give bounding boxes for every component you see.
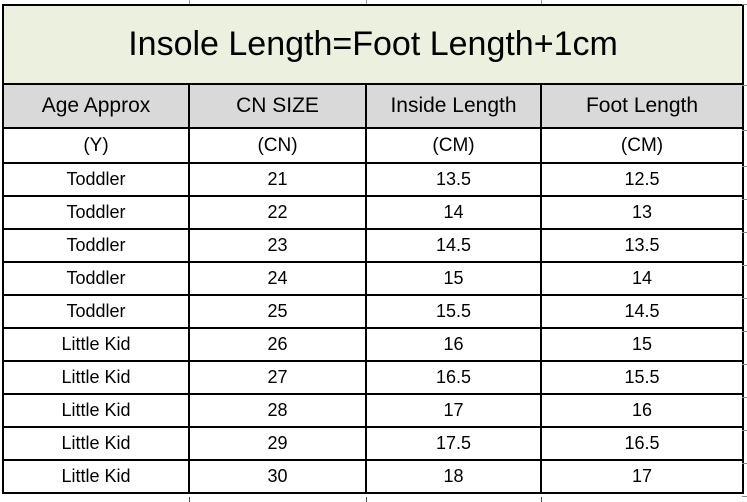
table-header-row: Age Approx CN SIZE Inside Length Foot Le…: [2, 83, 745, 129]
gridline-stub: [742, 331, 747, 332]
cell-age-approx: Little Kid: [2, 459, 190, 494]
cell-foot-length: 15.5: [539, 360, 745, 395]
cell-inside-length: 15.5: [365, 294, 542, 329]
cell-cn-size: 23: [188, 228, 367, 263]
cell-age-approx: Little Kid: [2, 393, 190, 428]
column-header-age-approx: Age Approx: [2, 83, 190, 129]
cell-foot-length: 13.5: [539, 228, 745, 263]
cell-foot-length: 15: [539, 327, 745, 362]
column-header-foot-length: Foot Length: [539, 83, 745, 129]
cell-inside-length: 18: [365, 459, 542, 494]
units-cell-foot: (CM): [539, 127, 745, 164]
gridline-stub: [366, 497, 367, 502]
table-row: Little Kid 27 16.5 15.5: [2, 360, 745, 395]
cell-cn-size: 29: [188, 426, 367, 461]
cell-inside-length: 14: [365, 195, 542, 230]
gridline-stub: [189, 0, 190, 4]
table-units-row: (Y) (CN) (CM) (CM): [2, 127, 745, 164]
cell-inside-length: 14.5: [365, 228, 542, 263]
cell-age-approx: Toddler: [2, 162, 190, 197]
gridline-stub: [742, 85, 747, 86]
cell-cn-size: 25: [188, 294, 367, 329]
column-header-cn-size: CN SIZE: [188, 83, 367, 129]
table-body: Toddler 21 13.5 12.5 Toddler 22 14 13 To…: [2, 162, 745, 494]
cell-foot-length: 14.5: [539, 294, 745, 329]
cell-foot-length: 16: [539, 393, 745, 428]
cell-inside-length: 17: [365, 393, 542, 428]
gridline-stub: [742, 463, 747, 464]
cell-inside-length: 16: [365, 327, 542, 362]
table-row: Toddler 23 14.5 13.5: [2, 228, 745, 263]
cell-cn-size: 21: [188, 162, 367, 197]
units-cell-cn: (CN): [188, 127, 367, 164]
gridline-stub: [541, 497, 542, 502]
size-chart-table: Insole Length=Foot Length+1cm Age Approx…: [1, 4, 745, 494]
gridline-stub: [742, 430, 747, 431]
cell-foot-length: 17: [539, 459, 745, 494]
cell-foot-length: 12.5: [539, 162, 745, 197]
cell-cn-size: 27: [188, 360, 367, 395]
cell-cn-size: 28: [188, 393, 367, 428]
gridline-stub: [366, 0, 367, 4]
gridline-stub: [742, 199, 747, 200]
gridline-stub: [742, 496, 747, 497]
cell-age-approx: Toddler: [2, 261, 190, 296]
table-row: Toddler 21 13.5 12.5: [2, 162, 745, 197]
units-cell-age: (Y): [2, 127, 190, 164]
cell-inside-length: 16.5: [365, 360, 542, 395]
column-header-inside-length: Inside Length: [365, 83, 542, 129]
gridline-stub: [541, 0, 542, 4]
gridline-stub: [742, 130, 747, 131]
table-row: Little Kid 30 18 17: [2, 459, 745, 494]
cell-cn-size: 22: [188, 195, 367, 230]
gridline-stub: [742, 232, 747, 233]
cell-age-approx: Toddler: [2, 195, 190, 230]
table-row: Toddler 25 15.5 14.5: [2, 294, 745, 329]
gridline-stub: [742, 364, 747, 365]
cell-age-approx: Little Kid: [2, 426, 190, 461]
table-row: Toddler 24 15 14: [2, 261, 745, 296]
cell-cn-size: 24: [188, 261, 367, 296]
cell-age-approx: Little Kid: [2, 327, 190, 362]
cell-cn-size: 26: [188, 327, 367, 362]
table-row: Little Kid 26 16 15: [2, 327, 745, 362]
units-cell-inside: (CM): [365, 127, 542, 164]
cell-cn-size: 30: [188, 459, 367, 494]
cell-age-approx: Toddler: [2, 228, 190, 263]
cell-age-approx: Little Kid: [2, 360, 190, 395]
table-title: Insole Length=Foot Length+1cm: [1, 4, 745, 85]
gridline-stub: [189, 497, 190, 502]
gridline-stub: [742, 4, 747, 5]
gridline-stub: [742, 397, 747, 398]
cell-inside-length: 15: [365, 261, 542, 296]
cell-age-approx: Toddler: [2, 294, 190, 329]
cell-foot-length: 13: [539, 195, 745, 230]
table-title-row: Insole Length=Foot Length+1cm: [1, 4, 745, 85]
table-row: Little Kid 29 17.5 16.5: [2, 426, 745, 461]
cell-foot-length: 14: [539, 261, 745, 296]
gridline-stub: [742, 166, 747, 167]
gridline-stub: [742, 298, 747, 299]
table-row: Toddler 22 14 13: [2, 195, 745, 230]
gridline-stub: [742, 265, 747, 266]
cell-foot-length: 16.5: [539, 426, 745, 461]
table-row: Little Kid 28 17 16: [2, 393, 745, 428]
cell-inside-length: 17.5: [365, 426, 542, 461]
cell-inside-length: 13.5: [365, 162, 542, 197]
